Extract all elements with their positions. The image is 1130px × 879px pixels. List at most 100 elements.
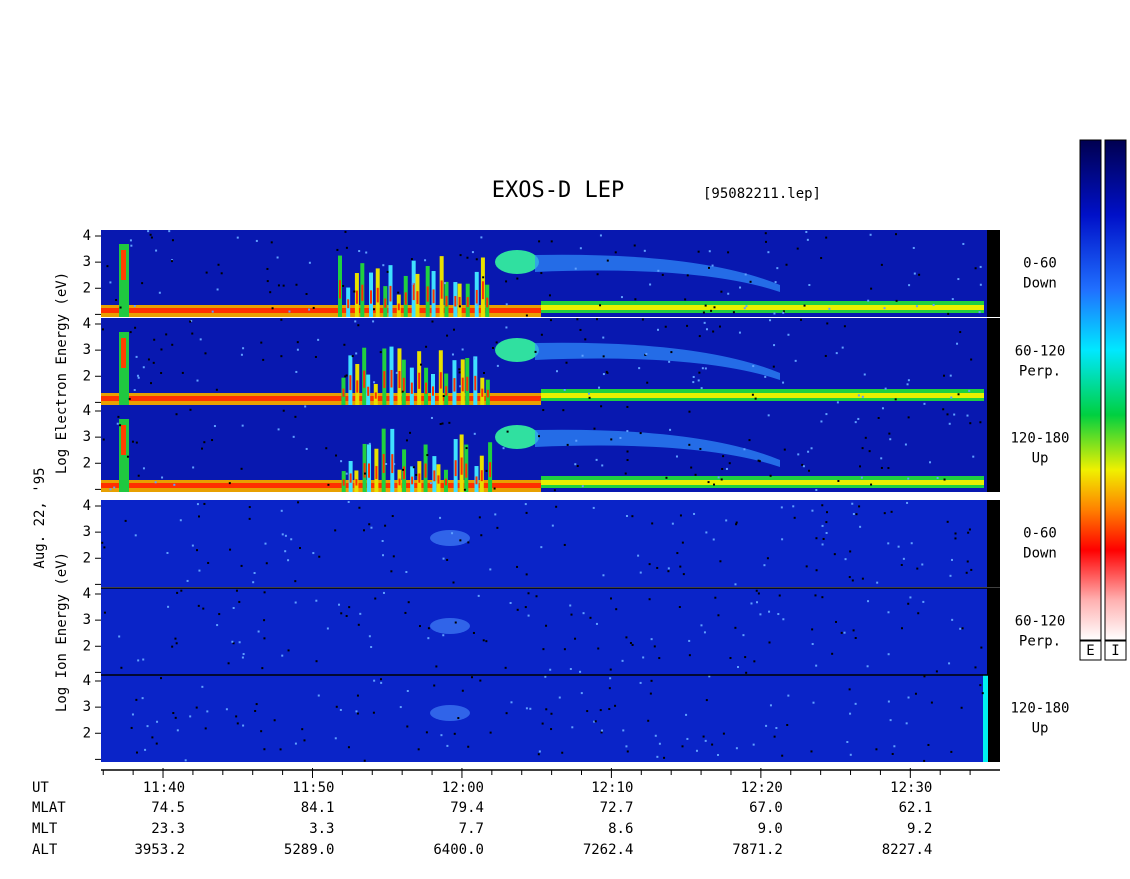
noise	[826, 511, 829, 514]
noise	[599, 234, 602, 237]
electron-axis-label: Log Electron Energy (eV)	[54, 272, 70, 474]
noise	[686, 737, 689, 740]
noise	[335, 454, 338, 457]
noise	[867, 600, 870, 603]
noise	[312, 552, 315, 555]
noise	[370, 646, 373, 649]
noise	[465, 447, 468, 450]
data-gap	[987, 588, 1000, 675]
noise	[625, 514, 628, 517]
noise	[622, 729, 625, 732]
noise	[266, 267, 269, 270]
noise	[534, 350, 537, 353]
noise	[690, 466, 693, 469]
noise	[382, 554, 385, 557]
noise	[549, 668, 552, 671]
noise	[102, 438, 105, 441]
ephemeris-value: 72.7	[600, 800, 634, 816]
burst	[342, 479, 345, 486]
colorbar	[1104, 139, 1127, 641]
noise	[773, 344, 776, 347]
noise	[150, 382, 153, 385]
noise	[524, 606, 527, 609]
noise	[527, 592, 530, 595]
noise	[535, 595, 538, 598]
burst	[432, 289, 435, 304]
noise	[505, 326, 508, 329]
noise	[266, 280, 269, 283]
noise	[411, 282, 414, 285]
noise	[363, 472, 366, 475]
noise	[907, 602, 910, 605]
noise	[866, 665, 869, 668]
noise	[678, 606, 681, 609]
y-tick-label: 4	[83, 228, 91, 244]
noise	[943, 478, 946, 481]
noise	[949, 574, 952, 577]
noise	[282, 284, 285, 287]
noise	[216, 624, 219, 627]
noise	[861, 577, 864, 580]
noise	[479, 679, 482, 682]
noise	[641, 318, 644, 321]
noise	[241, 424, 244, 427]
noise	[372, 308, 375, 311]
noise	[979, 265, 982, 268]
noise	[292, 435, 295, 438]
noise	[373, 381, 376, 384]
noise	[970, 568, 973, 571]
noise	[753, 660, 756, 663]
burst	[440, 280, 443, 299]
noise	[305, 447, 308, 450]
noise	[669, 428, 672, 431]
noise	[599, 709, 602, 712]
colorbar-label-box	[1079, 640, 1102, 661]
ion-edge	[983, 675, 988, 762]
panel-direction: Perp.	[1019, 364, 1061, 380]
noise	[525, 314, 528, 317]
noise	[737, 666, 740, 669]
noise	[558, 696, 561, 699]
noise	[732, 311, 735, 314]
noise	[196, 379, 199, 382]
noise	[471, 676, 474, 679]
noise	[948, 662, 951, 665]
noise	[766, 557, 769, 560]
noise	[431, 320, 434, 323]
noise	[555, 505, 558, 508]
y-tick-label: 3	[83, 524, 91, 540]
noise	[116, 422, 119, 425]
noise	[160, 372, 163, 375]
noise	[626, 459, 629, 462]
noise	[131, 713, 134, 716]
noise	[238, 641, 241, 644]
noise	[895, 299, 898, 302]
noise	[540, 272, 543, 275]
noise	[505, 712, 508, 715]
burst	[445, 386, 448, 396]
noise	[231, 640, 234, 643]
noise	[923, 675, 926, 678]
burst	[433, 470, 436, 482]
noise	[379, 351, 382, 354]
noise	[812, 701, 815, 704]
noise	[708, 250, 711, 253]
noise	[681, 745, 684, 748]
noise	[287, 559, 290, 562]
noise	[820, 420, 823, 423]
burst	[466, 376, 469, 391]
low-energy-band	[101, 483, 541, 488]
noise	[621, 659, 624, 662]
ephemeris-value: 3953.2	[134, 842, 185, 858]
noise	[372, 320, 375, 323]
noise	[189, 715, 192, 718]
noise	[883, 512, 886, 515]
noise	[402, 468, 405, 471]
burst	[391, 454, 394, 474]
noise	[821, 543, 824, 546]
y-tick-label: 3	[83, 429, 91, 445]
noise	[579, 670, 582, 673]
noise	[656, 755, 659, 758]
noise	[115, 299, 118, 302]
